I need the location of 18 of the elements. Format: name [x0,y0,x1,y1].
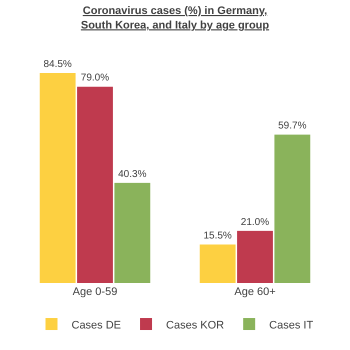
legend-label: Cases IT [269,319,314,332]
bar [77,86,113,283]
data-label: 59.7% [278,120,307,132]
bar [274,134,310,283]
bar [237,230,273,283]
x-tick-label: Age 60+ [234,286,276,298]
x-tick-label: Age 0-59 [72,286,118,298]
data-label: 79.0% [80,72,110,84]
bar [200,244,236,283]
data-label: 21.0% [240,216,270,228]
legend-label: Cases KOR [166,319,224,332]
data-label: 40.3% [118,168,147,180]
data-label: 84.5% [43,59,72,70]
legend-label: Cases DE [72,319,122,332]
chart-title: Coronavirus cases (%) in Germany, South Korea, and Italy by age group [80,5,270,32]
bar [114,182,150,283]
bar [40,73,76,283]
data-label: 15.5% [203,230,232,242]
